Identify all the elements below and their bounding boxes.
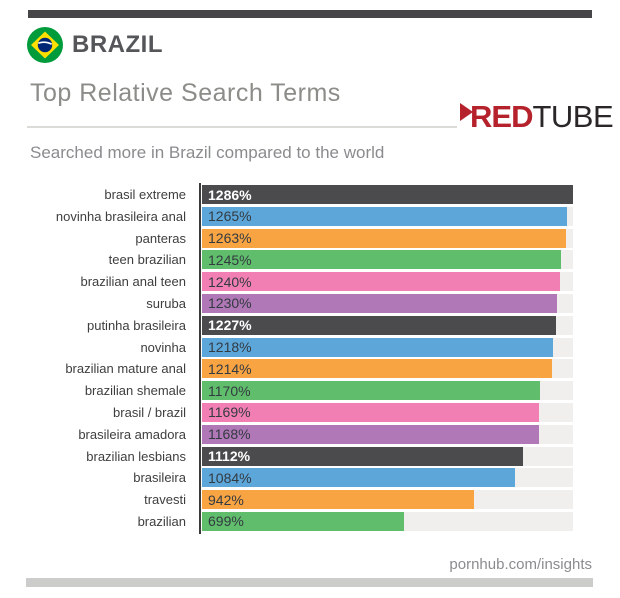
bar-track: 1263% (202, 228, 573, 248)
bar: 1169% (202, 402, 540, 422)
term-label: suruba (146, 295, 186, 311)
term-label: brasil extreme (104, 187, 186, 202)
chart-axis-line (199, 183, 201, 534)
chart-subtitle: Searched more in Brazil compared to the … (30, 143, 385, 162)
country-title: BRAZIL (72, 31, 163, 58)
bar-value-label: 1169% (208, 404, 251, 421)
bar-value-label: 1218% (208, 339, 252, 356)
bar-track: 699% (202, 511, 573, 531)
term-label: travesti (144, 492, 186, 508)
term-label: novinha brasileira anal (55, 208, 186, 224)
term-label: brazilian (137, 513, 186, 529)
term-label: brazilian lesbians (86, 448, 186, 464)
chart-row: brazilian anal teen 1240% (30, 272, 573, 292)
chart-row: brazilian lesbians 1112% (30, 446, 573, 466)
term-label: brazilian shemale (84, 383, 186, 399)
bar: 1230% (202, 293, 557, 313)
bar: 1245% (202, 250, 562, 270)
chart-row: brazilian mature anal 1214% (30, 359, 573, 379)
chart-row: brasil extreme 1286% (30, 185, 573, 204)
bar-value-label: 1286% (208, 186, 252, 203)
bottom-accent-bar (26, 578, 593, 587)
bar-value-label: 1170% (208, 382, 251, 399)
chart-row: brasil / brazil 1169% (30, 402, 573, 422)
bar-track: 1265% (202, 206, 573, 226)
bar-track: 1168% (202, 424, 573, 444)
chart-row: brasileira 1084% (30, 468, 573, 488)
bar: 1265% (202, 206, 567, 226)
bar: 1286% (202, 185, 573, 204)
bar: 1168% (202, 424, 539, 444)
bar-track: 1286% (202, 185, 573, 204)
bar: 1263% (202, 228, 567, 248)
bar-track: 1245% (202, 250, 573, 270)
bar-track: 1240% (202, 272, 573, 292)
term-label: brazilian mature anal (65, 361, 186, 377)
bar: 699% (202, 511, 404, 531)
logo-red-text: RED (470, 99, 533, 134)
bar-track: 1227% (202, 315, 573, 335)
page-title: Top Relative Search Terms (30, 79, 341, 107)
bar: 1170% (202, 381, 540, 401)
bar: 942% (202, 490, 474, 510)
chart-row: suruba 1230% (30, 293, 573, 313)
bar: 1240% (202, 272, 560, 292)
term-label: putinha brasileira (86, 317, 186, 333)
bar-track: 1230% (202, 293, 573, 313)
chart-row: novinha 1218% (30, 337, 573, 357)
bar-track: 1214% (202, 359, 573, 379)
bar: 1227% (202, 315, 556, 335)
title-divider (27, 126, 457, 128)
term-label: brasil / brazil (113, 404, 186, 420)
term-label: novinha (140, 339, 186, 355)
bar-value-label: 1168% (208, 426, 251, 443)
bar-track: 1169% (202, 402, 573, 422)
chart-row: panteras 1263% (30, 228, 573, 248)
chart-row: putinha brasileira 1227% (30, 315, 573, 335)
bar-track: 942% (202, 490, 573, 510)
footer-site-url: pornhub.com/insights (449, 556, 592, 573)
bar: 1218% (202, 337, 554, 357)
term-label: panteras (135, 230, 186, 246)
bar: 1084% (202, 468, 515, 488)
chart-row: brasileira amadora 1168% (30, 424, 573, 444)
chart-rows: brasil extreme 1286% novinha brasileira an… (30, 185, 573, 531)
bar-value-label: 1227% (208, 317, 252, 334)
term-label: brasileira (133, 470, 186, 486)
term-label: brasileira amadora (78, 426, 186, 442)
bar-value-label: 1265% (208, 208, 252, 225)
bar-track: 1170% (202, 381, 573, 401)
bar-value-label: 1230% (208, 295, 252, 312)
redtube-logo: RED TUBE (460, 99, 614, 134)
bar-value-label: 1245% (208, 251, 252, 268)
play-triangle-icon (460, 103, 473, 121)
chart-row: teen brazilian 1245% (30, 250, 573, 270)
bar: 1214% (202, 359, 553, 379)
brazil-flag-icon (27, 27, 63, 63)
term-label: brazilian anal teen (80, 274, 186, 290)
bar-track: 1218% (202, 337, 573, 357)
bar-value-label: 1263% (208, 230, 252, 247)
bar-value-label: 699% (208, 513, 244, 530)
bar-track: 1112% (202, 446, 573, 466)
top-accent-bar (28, 10, 592, 18)
bar-value-label: 942% (208, 491, 244, 508)
term-label: teen brazilian (108, 252, 186, 268)
chart-row: brazilian shemale 1170% (30, 381, 573, 401)
chart-row: novinha brasileira anal 1265% (30, 206, 573, 226)
bar-value-label: 1240% (208, 273, 252, 290)
bar-value-label: 1112% (208, 448, 251, 465)
chart-row: brazilian 699% (30, 511, 573, 531)
bar-track: 1084% (202, 468, 573, 488)
bar: 1112% (202, 446, 523, 466)
chart-row: travesti 942% (30, 490, 573, 510)
bar-value-label: 1084% (208, 469, 252, 486)
logo-tube-text: TUBE (532, 99, 614, 134)
bar-value-label: 1214% (208, 360, 252, 377)
